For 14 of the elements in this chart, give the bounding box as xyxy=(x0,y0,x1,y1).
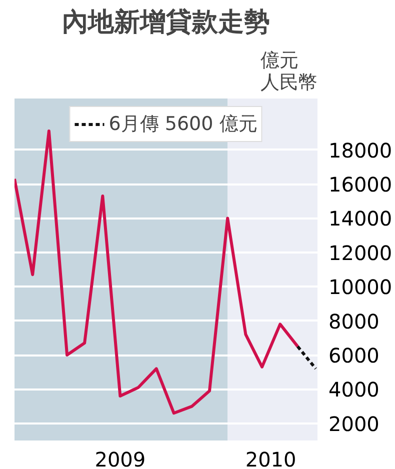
x-tick-label: 2009 xyxy=(94,448,146,469)
y-tick-label: 10000 xyxy=(328,275,392,300)
y-tick-label: 4000 xyxy=(328,378,380,402)
y-tick-label: 16000 xyxy=(328,172,392,196)
chart-title: 內地新增貸款走勢 xyxy=(62,8,270,38)
y-tick-label: 2000 xyxy=(328,412,380,436)
y-tick-label: 14000 xyxy=(328,206,392,231)
y-tick-label: 12000 xyxy=(328,240,392,265)
y-axis-title: 億元人民幣 xyxy=(260,50,318,94)
y-tick-label: 6000 xyxy=(328,344,380,368)
x-tick-label: 2010 xyxy=(245,448,296,469)
y-tick-label: 8000 xyxy=(328,309,380,334)
y-tick-label: 18000 xyxy=(328,138,392,162)
legend-label: 6月傳 5600 億元 xyxy=(108,112,258,137)
